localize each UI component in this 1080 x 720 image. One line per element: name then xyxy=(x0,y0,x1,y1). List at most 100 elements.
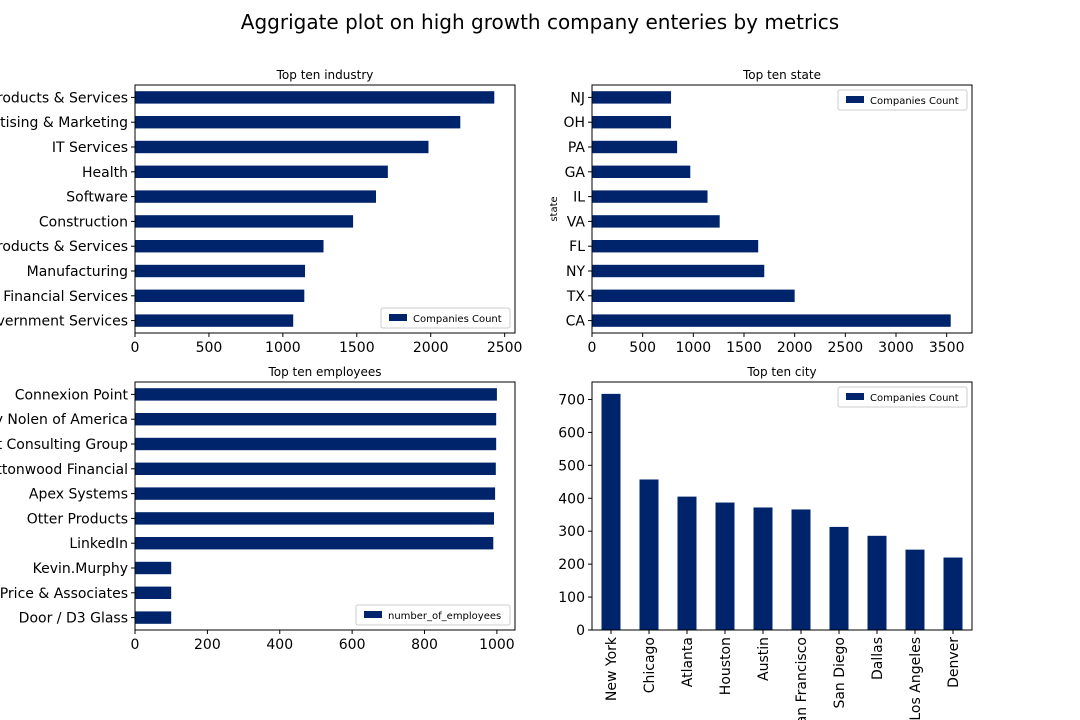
y-tick-label: OH xyxy=(563,115,585,131)
plot-frame xyxy=(591,84,973,334)
y-tick-label: Door / D3 Glass xyxy=(19,611,128,627)
x-tick-label: 2500 xyxy=(487,340,523,356)
panel-title: Top ten state xyxy=(742,68,821,82)
x-tick-label: 1000 xyxy=(479,637,515,653)
bar-7 xyxy=(135,240,324,253)
panel-title: Top ten industry xyxy=(276,68,374,82)
x-tick-label: Chicago xyxy=(642,637,658,693)
panel-title: Top ten employees xyxy=(267,365,381,379)
x-tick-label: San Diego xyxy=(832,637,848,709)
y-tick-label: 400 xyxy=(558,491,585,507)
bar-10 xyxy=(135,611,172,624)
bar-1 xyxy=(601,393,621,630)
y-tick-label: IT Services xyxy=(52,140,128,156)
y-tick-label: Business Products & Services xyxy=(0,90,128,106)
bar-7 xyxy=(829,526,849,630)
y-tick-label: 700 xyxy=(558,392,585,408)
y-tick-label: Apex Systems xyxy=(29,487,128,503)
x-tick-label: 400 xyxy=(266,637,293,653)
bar-8 xyxy=(135,561,172,575)
legend-swatch xyxy=(846,393,864,400)
y-tick-label: IL xyxy=(573,190,585,206)
bar-9 xyxy=(592,289,795,302)
y-tick-label: VA xyxy=(567,214,586,230)
bar-6 xyxy=(135,215,354,228)
y-tick-label: Advertising & Marketing xyxy=(0,115,128,131)
bar-8 xyxy=(867,535,887,630)
y-tick-label: Construction xyxy=(39,214,128,230)
x-tick-label: 1500 xyxy=(339,340,375,356)
legend: Companies Count xyxy=(837,89,968,111)
x-tick-label: 800 xyxy=(411,637,438,653)
y-tick-label: TX xyxy=(566,289,586,305)
y-tick-label: Price & Associates xyxy=(0,586,128,602)
x-tick-label: 2000 xyxy=(777,340,813,356)
legend-frame xyxy=(837,89,968,111)
bar-1 xyxy=(592,91,672,104)
bar-1 xyxy=(135,91,495,104)
bar-3 xyxy=(677,496,697,630)
bar-9 xyxy=(135,289,305,302)
bar-4 xyxy=(715,502,735,630)
x-tick-label: 500 xyxy=(196,340,223,356)
x-tick-label: Dallas xyxy=(870,637,886,680)
bar-2 xyxy=(592,116,672,129)
x-tick-label: 1500 xyxy=(726,340,762,356)
legend-swatch xyxy=(364,611,382,618)
x-tick-label: Atlanta xyxy=(680,637,696,687)
bar-2 xyxy=(639,479,659,630)
bar-6 xyxy=(135,512,495,525)
legend-label: Companies Count xyxy=(413,314,502,325)
chart-panel-3: Top ten city New York Chicago Atlanta Housto… xyxy=(558,365,973,720)
bar-9 xyxy=(905,549,925,630)
bar-8 xyxy=(592,264,765,278)
chart-panel-0: Top ten industry Business Products & Serv… xyxy=(0,68,522,356)
legend-label: Companies Count xyxy=(870,393,959,404)
legend-label: Companies Count xyxy=(870,96,959,107)
bar-5 xyxy=(592,190,708,203)
plot-frame xyxy=(591,381,973,631)
bar-10 xyxy=(943,557,963,630)
y-tick-label: Manufacturing xyxy=(27,264,128,280)
x-tick-label: Los Angeles xyxy=(908,637,924,720)
y-tick-label: NY xyxy=(566,264,585,280)
y-tick-label: NJ xyxy=(570,90,585,106)
x-tick-label: 0 xyxy=(131,340,140,356)
x-tick-label: 0 xyxy=(588,340,597,356)
x-tick-label: Houston xyxy=(718,637,734,695)
y-tick-label: Software xyxy=(66,190,128,206)
bar-10 xyxy=(135,314,294,327)
y-axis-label: state xyxy=(549,196,560,221)
x-tick-label: 600 xyxy=(339,637,366,653)
bar-10 xyxy=(592,314,951,327)
chart-panel-1: Top ten state NJ OH PA GA IL VA FL NY TX CA0 500 100… xyxy=(549,68,973,356)
y-tick-label: Otter Products xyxy=(27,511,128,527)
legend-swatch xyxy=(846,96,864,103)
x-tick-label: 3500 xyxy=(929,340,965,356)
y-tick-label: Pivot Consulting Group xyxy=(0,437,128,453)
bar-7 xyxy=(135,537,494,550)
bar-4 xyxy=(592,165,691,178)
x-tick-label: San Francisco xyxy=(794,637,810,720)
y-tick-label: 600 xyxy=(558,425,585,441)
y-tick-label: Financial Services xyxy=(3,289,128,305)
legend-frame xyxy=(380,307,511,329)
plot-frame xyxy=(134,381,516,631)
y-tick-label: Kevin.Murphy xyxy=(33,561,128,577)
bar-3 xyxy=(135,437,497,451)
bar-6 xyxy=(791,509,811,630)
bar-9 xyxy=(135,586,172,599)
x-tick-label: 3000 xyxy=(878,340,914,356)
y-tick-label: LinkedIn xyxy=(69,536,128,552)
x-tick-label: 2500 xyxy=(828,340,864,356)
legend-label: number_of_employees xyxy=(388,611,501,622)
y-tick-label: 200 xyxy=(558,557,585,573)
plot-frame xyxy=(134,84,516,334)
bar-8 xyxy=(135,264,306,278)
bar-2 xyxy=(135,413,497,426)
legend-swatch xyxy=(389,314,407,321)
y-tick-label: 500 xyxy=(558,458,585,474)
bar-5 xyxy=(753,507,773,630)
y-tick-label: FL xyxy=(569,239,585,255)
